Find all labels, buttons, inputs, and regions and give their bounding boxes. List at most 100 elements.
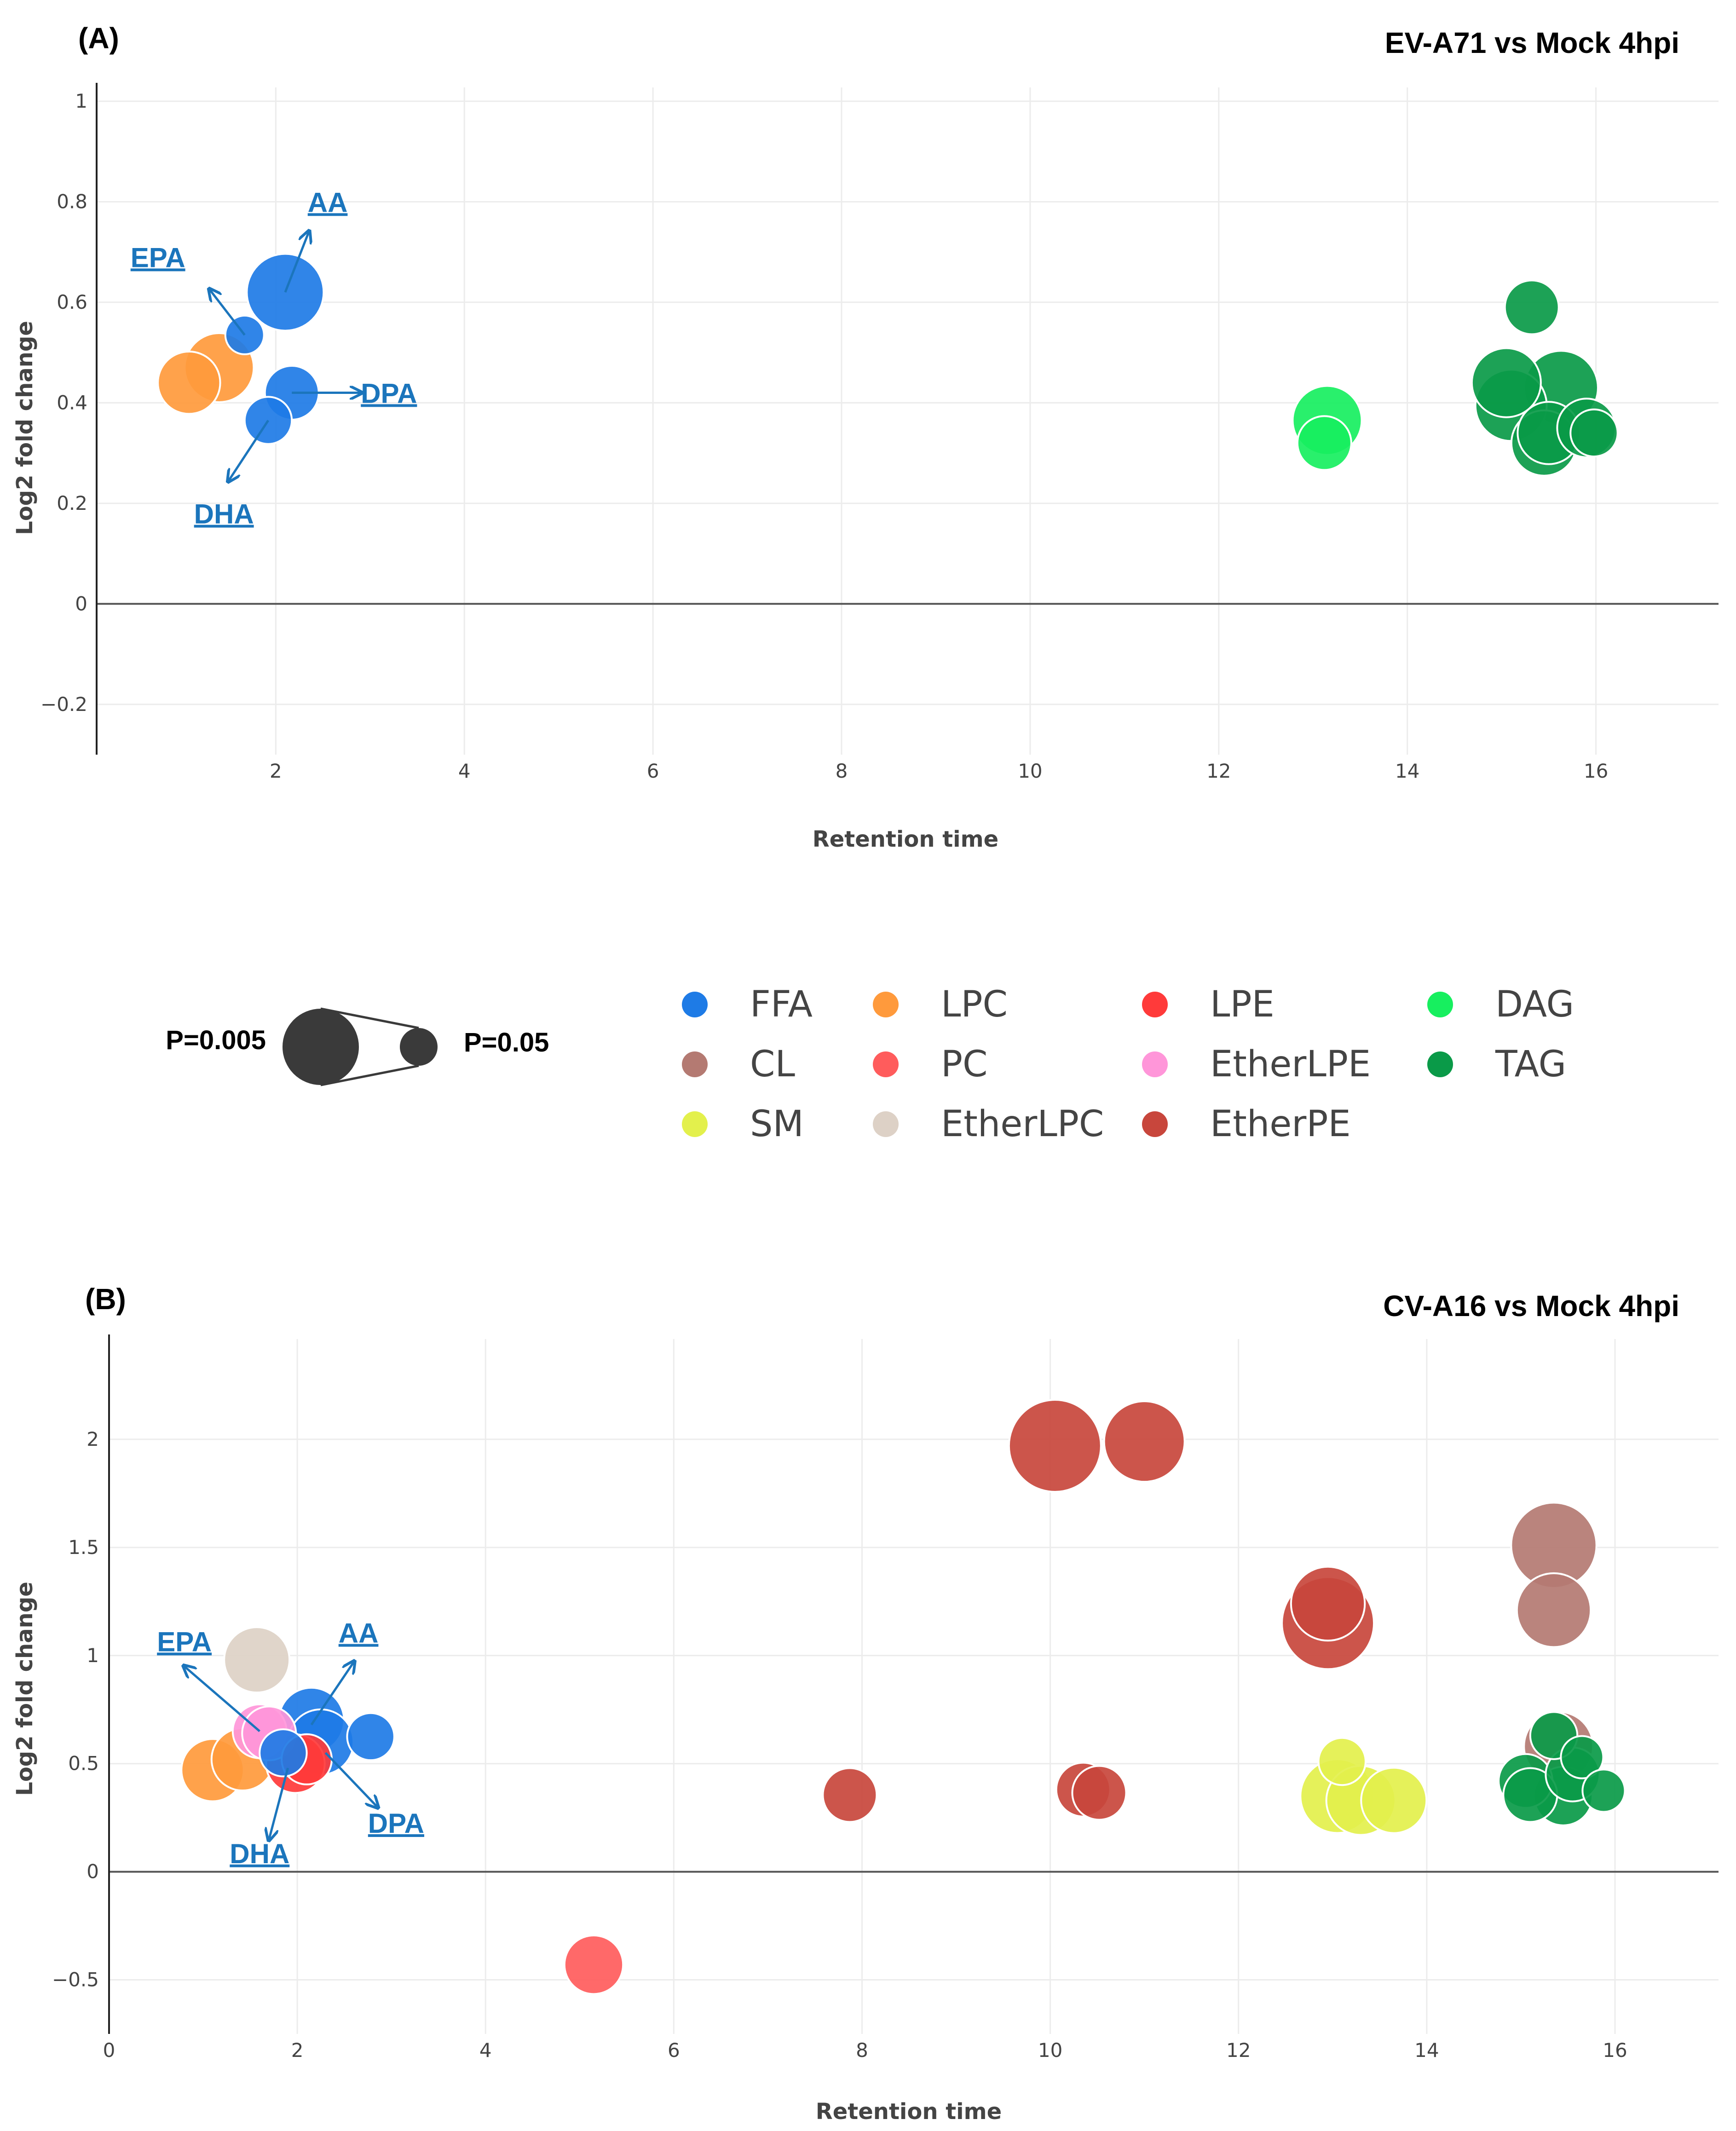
data-point-tag[interactable] — [1471, 347, 1542, 418]
annotation-arrow-dha — [229, 420, 270, 481]
legend-marker — [873, 1111, 899, 1137]
data-point-etherlpc[interactable] — [223, 1626, 291, 1694]
y-tick-label: 1 — [75, 90, 87, 112]
annotation-arrow-epa — [210, 290, 246, 336]
data-point-etherpe[interactable] — [822, 1767, 878, 1823]
panel-b-title: CV-A16 vs Mock 4hpi — [1383, 1289, 1679, 1322]
x-tick-label: 2 — [291, 2039, 304, 2062]
x-tick-label: 4 — [458, 760, 471, 782]
data-point-etherpe[interactable] — [1290, 1565, 1366, 1642]
legend-marker — [873, 1051, 899, 1077]
data-point-tag[interactable] — [1569, 408, 1619, 458]
x-tick-label: 12 — [1206, 760, 1231, 782]
data-point-etherpe[interactable] — [1071, 1765, 1127, 1821]
annotation-label-epa: EPA — [131, 242, 185, 273]
x-tick-label: 10 — [1038, 2039, 1062, 2062]
x-tick-label: 2 — [270, 760, 282, 782]
data-point-tag[interactable] — [1581, 1768, 1626, 1813]
class-legend: FFA LPC LPE DAG CL PC EtherLPE TAG SM EtherLPC Eth… — [682, 984, 1574, 1145]
legend-item-lpc[interactable]: LPC — [873, 984, 1008, 1025]
data-point-sm[interactable] — [1317, 1737, 1367, 1786]
size-legend-small-label: P=0.05 — [464, 1028, 549, 1057]
data-point-dag[interactable] — [1296, 415, 1352, 471]
panel-b-grid — [108, 1339, 1719, 2034]
legend-label: FFA — [750, 984, 813, 1025]
legend-marker — [1427, 992, 1453, 1017]
legend-item-etherpe[interactable]: EtherPE — [1142, 1103, 1351, 1145]
y-tick-label: 2 — [87, 1428, 99, 1450]
data-point-lpc[interactable] — [157, 350, 221, 415]
panel-a-label: (A) — [78, 22, 119, 55]
data-point-pc[interactable] — [563, 1934, 624, 1995]
x-tick-label: 16 — [1584, 760, 1608, 782]
legend-marker — [1142, 992, 1168, 1017]
data-point-cl[interactable] — [1516, 1572, 1592, 1648]
legend-item-sm[interactable]: SM — [682, 1103, 804, 1145]
size-legend-small-marker — [400, 1028, 438, 1066]
panel-a-title: EV-A71 vs Mock 4hpi — [1385, 26, 1679, 59]
panel-b-ylabel: Log2 fold change — [12, 1582, 38, 1796]
legend-item-cl[interactable]: CL — [682, 1044, 795, 1085]
annotation-label-dha: DHA — [194, 499, 254, 530]
legend-item-tag[interactable]: TAG — [1427, 1044, 1566, 1085]
legend-label: TAG — [1495, 1044, 1566, 1085]
legend-marker — [1427, 1051, 1453, 1077]
size-legend-large-marker — [283, 1009, 359, 1085]
y-tick-label: 0 — [87, 1860, 99, 1883]
panel-b-axes: 0 2 4 6 8 10 12 14 16 −0.5 0 0.5 1 1.5 2 — [52, 1334, 1627, 2062]
x-tick-label: 6 — [668, 2039, 680, 2062]
legend-label: SM — [750, 1103, 804, 1145]
legend-label: CL — [750, 1044, 795, 1085]
legend-label: DAG — [1495, 984, 1574, 1025]
legend-label: LPC — [941, 984, 1008, 1025]
data-point-etherpe[interactable] — [1008, 1399, 1102, 1493]
data-point-sm[interactable] — [1360, 1767, 1428, 1834]
annotation-label-dpa: DPA — [368, 1808, 424, 1839]
panel-a-points — [157, 253, 1619, 477]
legend: P=0.005 P=0.05 FFA LPC LPE DAG CL PC EtherLPE T… — [166, 984, 1574, 1145]
y-tick-label: 0 — [75, 592, 87, 615]
legend-item-pc[interactable]: PC — [873, 1044, 988, 1085]
y-tick-label: −0.5 — [52, 1969, 99, 1991]
annotation-label-dha: DHA — [230, 1838, 289, 1869]
size-legend: P=0.005 P=0.05 — [166, 1007, 549, 1086]
legend-item-etherlpc[interactable]: EtherLPC — [873, 1103, 1104, 1145]
legend-label: LPE — [1210, 984, 1275, 1025]
legend-item-lpe[interactable]: LPE — [1142, 984, 1275, 1025]
legend-item-dag[interactable]: DAG — [1427, 984, 1574, 1025]
annotation-arrow-dha — [269, 1767, 289, 1839]
annotation-label-dpa: DPA — [361, 378, 417, 409]
x-tick-label: 10 — [1018, 760, 1042, 782]
data-point-tag[interactable] — [1560, 1735, 1604, 1779]
x-tick-label: 16 — [1603, 2039, 1627, 2062]
data-point-ffa[interactable] — [259, 1728, 308, 1778]
annotation-arrow-aa — [284, 232, 309, 293]
legend-label: EtherLPE — [1210, 1044, 1371, 1085]
legend-marker — [1142, 1051, 1168, 1077]
x-tick-label: 4 — [479, 2039, 492, 2062]
size-legend-line-top — [320, 1007, 419, 1029]
panel-a-ylabel: Log2 fold change — [12, 321, 38, 535]
panel-a: (A) EV-A71 vs Mock 4hpi 2 4 6 8 10 12 14 16−0.2… — [12, 22, 1719, 852]
x-tick-label: 8 — [856, 2039, 868, 2062]
panel-b-annotations: AA EPA DPA DHA — [157, 1618, 424, 1869]
legend-item-ffa[interactable]: FFA — [682, 984, 813, 1025]
data-point-tag[interactable] — [1504, 279, 1560, 335]
x-tick-label: 12 — [1226, 2039, 1251, 2062]
panel-b-xlabel: Retention time — [816, 2099, 1002, 2125]
y-tick-label: 0.6 — [57, 291, 87, 313]
y-tick-label: 0.2 — [57, 492, 87, 514]
legend-item-etherlpe[interactable]: EtherLPE — [1142, 1044, 1371, 1085]
panel-b-points — [180, 1399, 1626, 1995]
y-tick-label: 1 — [87, 1644, 99, 1667]
x-tick-label: 14 — [1395, 760, 1419, 782]
panel-b: (B) CV-A16 vs Mock 4hpi 0 2 4 6 8 10 12 14 16−0.… — [12, 1282, 1719, 2125]
data-point-etherpe[interactable] — [1103, 1400, 1186, 1483]
size-legend-line-bottom — [320, 1064, 419, 1086]
x-tick-label: 0 — [103, 2039, 115, 2062]
annotation-arrow-aa — [310, 1662, 354, 1726]
annotation-arrow-dpa — [324, 1752, 377, 1807]
data-point-ffa[interactable] — [346, 1712, 395, 1761]
legend-marker — [682, 1051, 708, 1077]
